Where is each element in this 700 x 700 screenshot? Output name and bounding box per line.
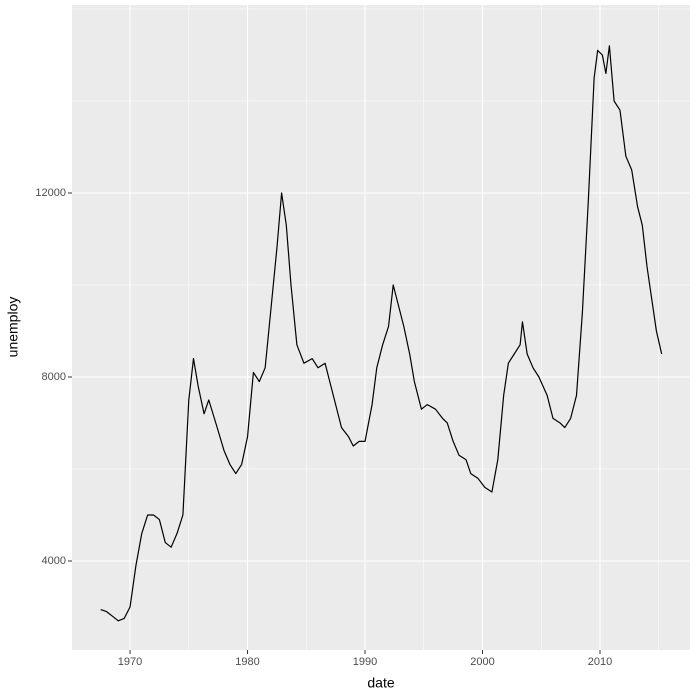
x-tick-label: 1980	[235, 656, 259, 668]
x-tick-label: 1990	[353, 656, 377, 668]
panel	[72, 5, 690, 650]
y-tick-label: 12000	[35, 187, 66, 199]
y-tick-label: 8000	[42, 371, 66, 383]
x-tick-label: 2010	[588, 656, 612, 668]
x-tick-label: 2000	[470, 656, 494, 668]
data-line	[100, 45, 663, 622]
y-tick-label: 4000	[42, 555, 66, 567]
x-tick-label: 1970	[118, 656, 142, 668]
x-axis-title: date	[367, 675, 394, 691]
y-axis-title: unemploy	[5, 297, 21, 358]
